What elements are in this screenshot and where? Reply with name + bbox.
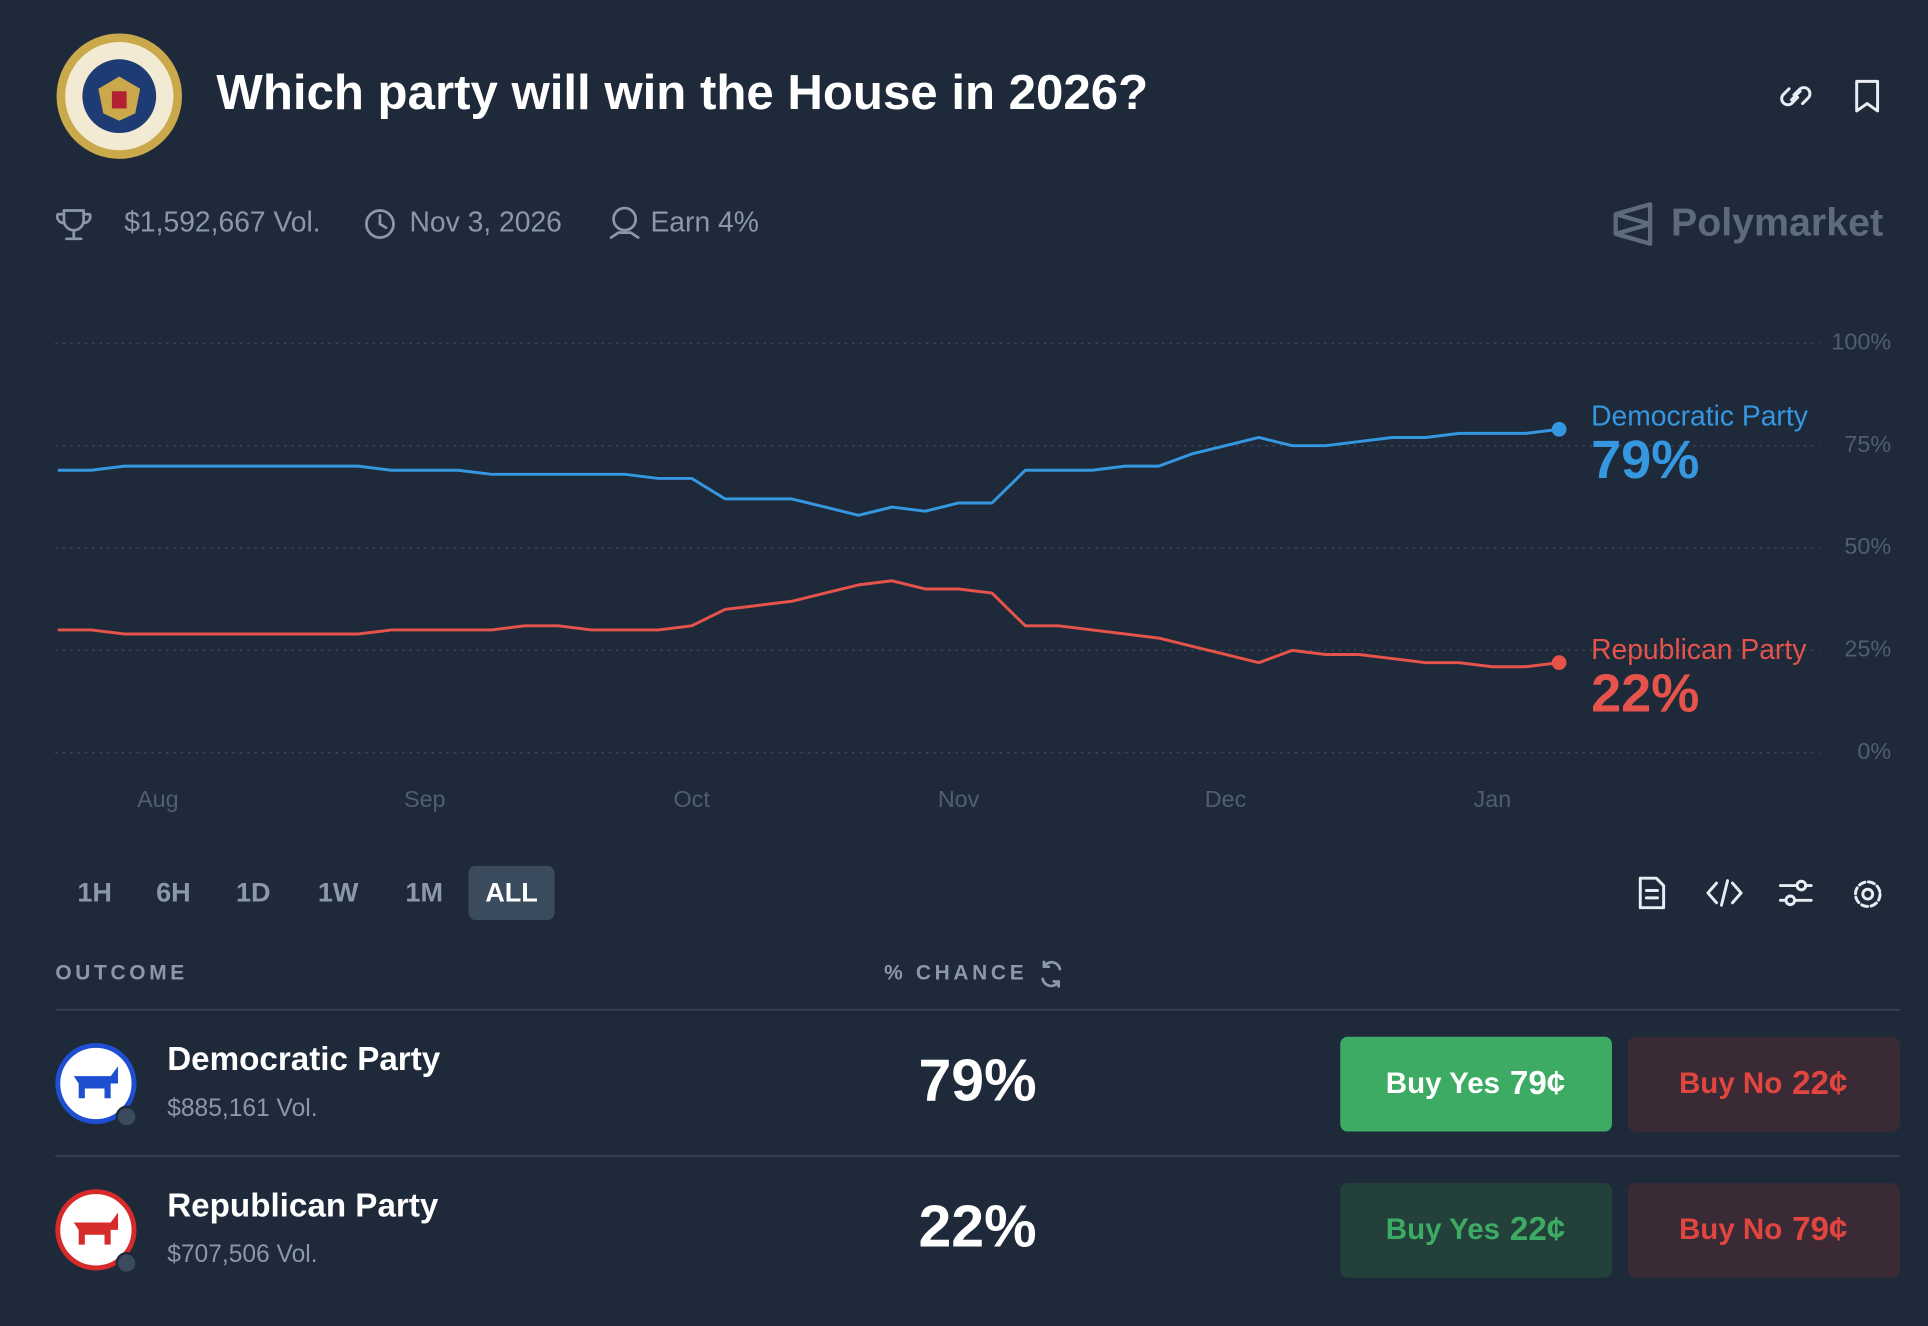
series-line <box>57 579 1560 669</box>
x-tick-label: Oct <box>674 786 711 812</box>
buy-yes-bg[interactable] <box>1340 1183 1612 1278</box>
y-tick-label: 0% <box>1857 738 1891 764</box>
end-value-label: 22% <box>1591 663 1699 723</box>
refresh-icon[interactable] <box>1041 960 1062 988</box>
buy-yes-text[interactable]: Buy Yes 22¢ <box>1386 1211 1565 1248</box>
buy-no-text[interactable]: Buy No 79¢ <box>1679 1211 1847 1248</box>
embed-button[interactable] <box>1706 879 1743 907</box>
timeframe-active-bg <box>468 865 555 920</box>
brand-name: Polymarket <box>1671 201 1883 245</box>
clock-icon <box>365 209 395 239</box>
timeframe-button[interactable]: ALL <box>485 877 538 907</box>
brand-logo <box>1613 202 1653 246</box>
outcome-volume: $885,161 Vol. <box>167 1095 317 1122</box>
y-tick-label: 25% <box>1844 636 1891 662</box>
outcome-row: Republican Party $707,506 Vol. 22% Buy Yes 2… <box>55 1183 1900 1278</box>
series-line <box>57 427 1560 517</box>
x-tick-label: Aug <box>137 786 179 812</box>
outcome-chance: 22% <box>918 1194 1036 1260</box>
timeframe-highlight <box>468 865 555 920</box>
legend-label: Democratic Party <box>1591 400 1809 432</box>
x-tick-label: Jan <box>1474 786 1512 812</box>
outcome-name[interactable]: Republican Party <box>167 1187 439 1224</box>
filters-button[interactable] <box>1778 879 1813 907</box>
buy-yes-text[interactable]: Buy Yes 79¢ <box>1386 1065 1565 1102</box>
buy-yes-button[interactable]: Buy Yes 22¢ <box>1340 1183 1612 1278</box>
earn-rate[interactable]: Earn 4% <box>650 206 758 238</box>
buy-yes-button[interactable]: Buy Yes 79¢ <box>1340 1036 1612 1132</box>
y-tick-label: 50% <box>1844 533 1891 559</box>
chart-tools <box>1638 876 1882 910</box>
x-tick-label: Nov <box>938 786 980 812</box>
market-volume: $1,592,667 Vol. <box>124 206 320 238</box>
info-badge <box>115 1251 138 1275</box>
end-value-label: 79% <box>1591 430 1699 490</box>
timeframe-button[interactable]: 1M <box>405 877 443 907</box>
timeframe-selector: 1H 6H 1D 1W 1M ALL <box>77 877 537 907</box>
rules-button[interactable] <box>1638 876 1666 910</box>
y-tick-label: 100% <box>1831 328 1891 354</box>
buy-yes-label[interactable]: Buy Yes <box>1386 1067 1500 1100</box>
buy-no-bg[interactable] <box>1627 1183 1900 1278</box>
outcome-name[interactable]: Democratic Party <box>167 1041 441 1078</box>
info-badge <box>115 1105 138 1128</box>
market-seal <box>56 33 182 159</box>
outcome-chance: 79% <box>918 1047 1036 1113</box>
series-end-dot <box>1551 421 1567 437</box>
y-tick-label: 75% <box>1844 431 1891 457</box>
buy-yes-price[interactable]: 79¢ <box>1510 1065 1565 1102</box>
outcome-rows: Democratic Party $885,161 Vol. 79% Buy Yes 7… <box>55 1036 1900 1278</box>
buy-no-text[interactable]: Buy No 22¢ <box>1679 1065 1847 1102</box>
x-tick-label: Dec <box>1205 786 1247 812</box>
timeframe-button[interactable]: 1W <box>318 877 359 907</box>
series-end-dot <box>1551 655 1567 671</box>
price-chart: 0% 25% 50% 75% 100% Aug Sep Oct Nov Dec Jan Democra… <box>55 328 1891 812</box>
buy-no-label[interactable]: Buy No <box>1679 1067 1782 1100</box>
copy-link-button[interactable] <box>1780 86 1812 107</box>
buy-yes-label[interactable]: Buy Yes <box>1386 1213 1500 1246</box>
x-tick-label: Sep <box>404 786 446 812</box>
timeframe-button[interactable]: 6H <box>156 877 191 907</box>
column-header: % CHANCE <box>884 962 1027 985</box>
bookmark-button[interactable] <box>1855 79 1880 113</box>
outcome-row: Democratic Party $885,161 Vol. 79% Buy Yes 7… <box>55 1036 1900 1132</box>
outcome-volume: $707,506 Vol. <box>167 1241 317 1268</box>
trophy-icon <box>55 209 92 241</box>
buy-no-bg[interactable] <box>1627 1036 1900 1132</box>
column-header: OUTCOME <box>55 962 188 985</box>
buy-no-button[interactable]: Buy No 79¢ <box>1627 1183 1900 1278</box>
timeframe-button[interactable]: 1H <box>77 877 112 907</box>
timeframe-button[interactable]: 1D <box>236 877 271 907</box>
earn-icon <box>609 206 640 239</box>
buy-yes-bg[interactable] <box>1340 1036 1612 1132</box>
buy-no-price[interactable]: 79¢ <box>1792 1211 1847 1248</box>
legend-label: Republican Party <box>1591 633 1807 665</box>
buy-no-button[interactable]: Buy No 22¢ <box>1627 1036 1900 1132</box>
buy-no-price[interactable]: 22¢ <box>1792 1065 1847 1102</box>
end-date: Nov 3, 2026 <box>409 206 561 238</box>
settings-button[interactable] <box>1853 880 1882 908</box>
buy-no-label[interactable]: Buy No <box>1679 1213 1782 1246</box>
buy-yes-price[interactable]: 22¢ <box>1510 1211 1565 1248</box>
market-title: Which party will win the House in 2026? <box>216 65 1148 120</box>
